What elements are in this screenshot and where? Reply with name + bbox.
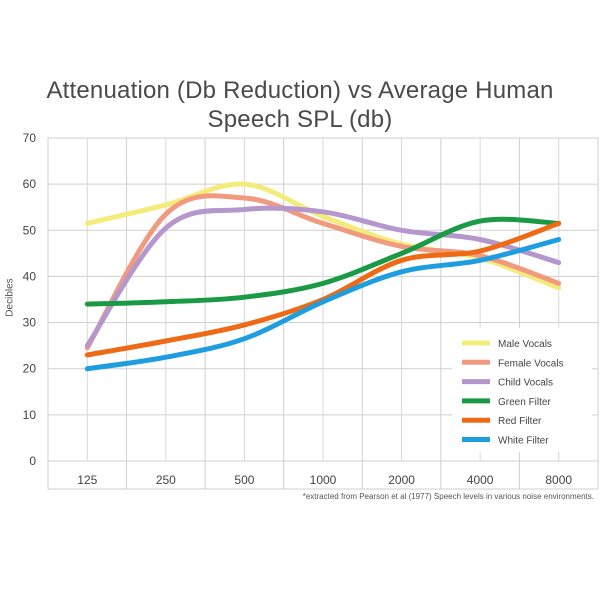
y-tick-label-50: 50	[23, 223, 37, 237]
legend-label-male-vocals: Male Vocals	[498, 339, 552, 350]
legend-label-child-vocals: Child Vocals	[498, 378, 553, 389]
chart-footnote: *extracted from Pearson et al (1977) Spe…	[302, 492, 594, 501]
y-tick-label-40: 40	[23, 269, 37, 283]
series-line-female-vocals	[84, 193, 562, 351]
y-tick-label-10: 10	[23, 408, 37, 422]
series-line-green-filter	[84, 216, 562, 307]
chart-title-line-1: Attenuation (Db Reduction) vs Average Hu…	[46, 77, 554, 104]
x-tick-label-250: 250	[156, 473, 176, 487]
series-line-child-vocals	[84, 205, 562, 349]
x-tick-label-1000: 1000	[310, 473, 337, 487]
legend-label-female-vocals: Female Vocals	[498, 358, 564, 369]
x-tick-label-125: 125	[77, 473, 97, 487]
series-line-white-filter	[84, 237, 562, 372]
x-tick-label-2000: 2000	[388, 473, 415, 487]
y-tick-label-30: 30	[23, 316, 37, 330]
y-tick-label-0: 0	[29, 454, 36, 468]
x-tick-label-500: 500	[234, 473, 254, 487]
x-tick-label-4000: 4000	[467, 473, 494, 487]
y-tick-label-20: 20	[23, 362, 37, 376]
legend-label-white-filter: White Filter	[498, 436, 549, 447]
y-tick-label-70: 70	[23, 131, 37, 145]
legend-box	[452, 328, 592, 452]
legend-label-red-filter: Red Filter	[498, 416, 542, 427]
x-tick-label-8000: 8000	[545, 473, 572, 487]
y-tick-label-60: 60	[23, 177, 37, 191]
legend-label-green-filter: Green Filter	[498, 397, 551, 408]
chart-title-line-2: Speech SPL (db)	[207, 106, 393, 133]
